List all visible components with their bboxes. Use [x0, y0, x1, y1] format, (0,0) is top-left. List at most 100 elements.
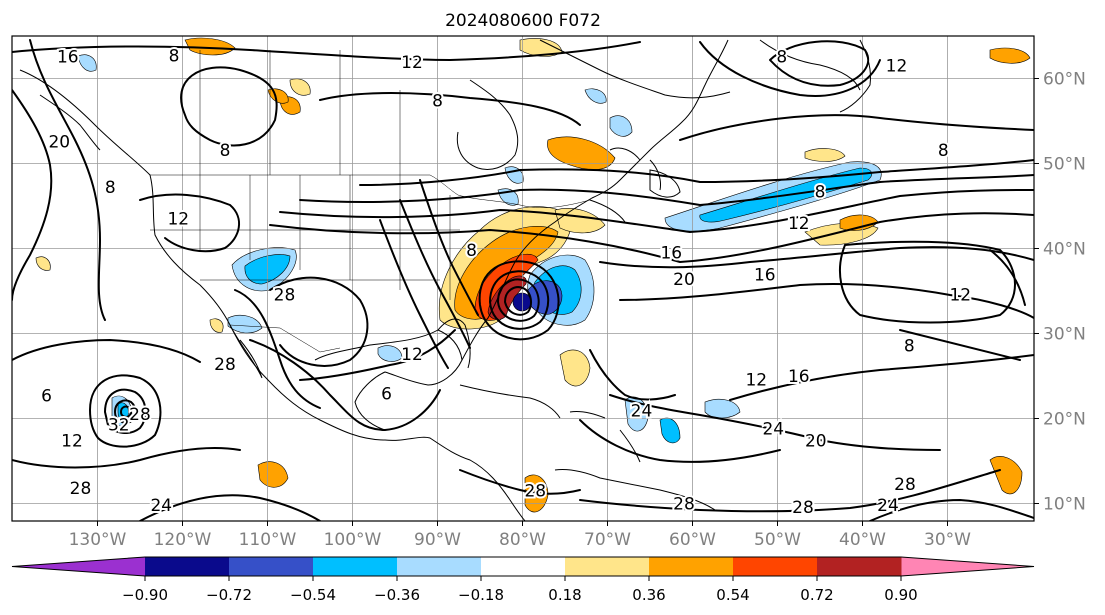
- lon-tick-label: 110°W: [239, 530, 297, 550]
- colorbar-extend-low: [12, 557, 145, 576]
- contour-greenland-12: [769, 40, 870, 87]
- lon-tick-label: 130°W: [69, 530, 127, 550]
- lon-tick-label: 70°W: [584, 530, 631, 550]
- cold-anomaly-baffin: [609, 115, 633, 137]
- warm-anomaly-north-top-2: [519, 38, 563, 57]
- colorbar-segment: [817, 557, 902, 576]
- contour-atl-8-east: [899, 329, 1021, 361]
- contour-pac-24: [139, 494, 321, 521]
- coast-labrador: [609, 147, 661, 191]
- cold-anomaly-pacific-nw: [77, 54, 97, 72]
- contour-atl-24: [609, 394, 941, 451]
- contour-gulf-12: [299, 329, 456, 381]
- contour-jet-8: [359, 159, 1034, 186]
- contour-east-us-3: [379, 219, 449, 369]
- warm-anomaly-west-small: [35, 256, 51, 271]
- lon-tick-label: 100°W: [324, 530, 382, 550]
- contour-label: 8: [169, 46, 180, 66]
- lon-tick-label: 120°W: [154, 530, 212, 550]
- contour-label: 28: [70, 479, 92, 499]
- contour-label: 12: [167, 210, 189, 230]
- contour-canada-8: [319, 92, 581, 126]
- colorbar-tick-label: 0.54: [716, 586, 749, 604]
- contour-label: 24: [631, 402, 653, 422]
- colorbar-segment: [145, 557, 230, 576]
- contour-polar-12: [12, 41, 641, 62]
- hurricane-center: [512, 292, 532, 312]
- contour-atl-20: [599, 246, 1034, 269]
- lon-tick-label: 60°W: [669, 530, 716, 550]
- lon-tick-label: 30°W: [924, 530, 971, 550]
- contour-label: 16: [660, 244, 682, 264]
- contour-label: 32: [108, 415, 130, 435]
- warm-anomaly-atl-east: [989, 456, 1023, 495]
- contour-pac-28-a: [12, 447, 241, 469]
- longitude-axis: 130°W 120°W 110°W 100°W 90°W 80°W 70°W 60°W 50°W…: [69, 521, 971, 550]
- lat-tick-label: 40°N: [1043, 240, 1086, 260]
- latitude-axis: 60°N 50°N 40°N 30°N 20°N 10°N: [1034, 70, 1086, 515]
- contour-label: 8: [105, 178, 116, 198]
- contour-label: 24: [877, 496, 899, 516]
- contour-pac-6: [12, 338, 201, 363]
- lat-tick-label: 20°N: [1043, 410, 1086, 430]
- colorbar-tick-label: −0.54: [290, 586, 336, 604]
- coast-cuba: [459, 384, 561, 419]
- contour-hurricane-2: [496, 278, 540, 322]
- colorbar-segment: [733, 557, 818, 576]
- contour-label: 28: [129, 405, 151, 425]
- contour-atl-12-east: [989, 249, 1026, 306]
- contour-label: 28: [524, 482, 546, 502]
- colorbar-segment: [313, 557, 398, 576]
- contour-label: 8: [432, 92, 443, 112]
- colorbar-tick-label: −0.72: [206, 586, 252, 604]
- lat-tick-label: 60°N: [1043, 70, 1086, 90]
- contour-mexico-12: [249, 339, 441, 432]
- contour-label: 16: [788, 367, 810, 387]
- contour-label: 16: [57, 47, 79, 67]
- colorbar-tick-label: 0.72: [800, 586, 833, 604]
- cold-anomaly-tropics-east: [704, 399, 741, 419]
- colorbar-tick-label: −0.90: [122, 586, 168, 604]
- contour-label: 8: [904, 336, 915, 356]
- contour-jet-12: [299, 174, 1034, 207]
- contour-lines: [12, 39, 1034, 521]
- contour-east-us-2: [399, 199, 471, 349]
- lon-tick-label: 40°W: [839, 530, 886, 550]
- lat-tick-label: 30°N: [1043, 325, 1086, 345]
- contour-hawaii-core: [119, 405, 132, 419]
- contour-label: 12: [401, 345, 423, 365]
- contour-west-20: [12, 89, 53, 301]
- colorbar-segment: [481, 557, 566, 576]
- colorbar-segment: [649, 557, 734, 576]
- colorbar-tick-label: −0.36: [374, 586, 420, 604]
- coast-hudson: [456, 79, 519, 170]
- contour-north-atl-8: [679, 114, 1034, 141]
- lat-tick-label: 10°N: [1043, 495, 1086, 515]
- colorbar-segment: [397, 557, 482, 576]
- contour-greenland-8: [699, 41, 881, 97]
- lon-tick-label: 50°W: [754, 530, 801, 550]
- contour-label: 20: [48, 132, 70, 152]
- contour-polar-8: [180, 66, 278, 147]
- contour-atl-16-b: [729, 354, 1034, 401]
- figure-title: 2024080600 F072: [445, 11, 601, 31]
- colorbar: −0.90 −0.72 −0.54 −0.36 −0.18 0.18 0.36 0.54 0.7…: [11, 556, 1035, 604]
- contour-label: 8: [815, 182, 826, 202]
- contour-label: 12: [788, 214, 810, 234]
- contour-label: 12: [949, 285, 971, 305]
- warm-anomaly-pacific-south: [257, 461, 289, 488]
- warm-anomaly-newfoundland: [547, 136, 616, 170]
- contour-label: 20: [805, 432, 827, 452]
- contour-label: 28: [274, 285, 296, 305]
- contour-atl-28: [579, 469, 1001, 513]
- contour-atl-16: [619, 283, 1034, 319]
- colorbar-tick-label: 0.18: [548, 586, 581, 604]
- cold-anomaly-caribbean: [624, 396, 649, 432]
- contour-label: 28: [214, 355, 236, 375]
- contour-label: 28: [792, 498, 814, 518]
- border-us-canada: [150, 174, 591, 208]
- colorbar-tick-label: 0.36: [632, 586, 665, 604]
- coast-florida: [437, 318, 471, 369]
- lon-tick-label: 80°W: [499, 530, 546, 550]
